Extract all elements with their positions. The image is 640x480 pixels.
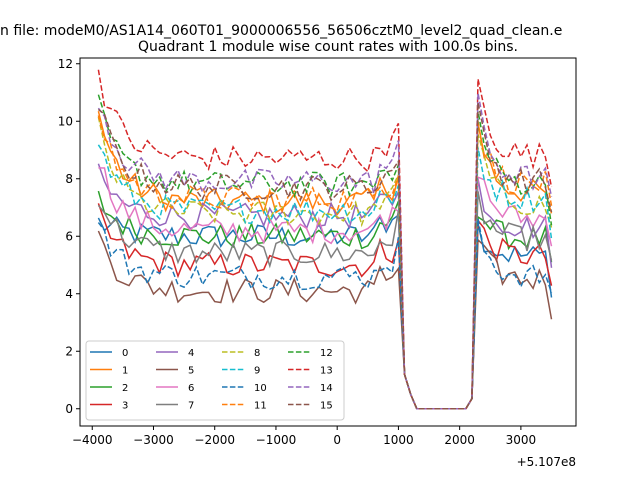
legend-label: 9 bbox=[254, 366, 260, 377]
y-tick-label: 12 bbox=[58, 57, 73, 71]
legend-label: 12 bbox=[320, 348, 333, 359]
legend-item-13: 13 bbox=[288, 366, 333, 377]
x-axis: −4000 −3000 −2000 −1000 0 1000 2000 3000 bbox=[72, 426, 536, 447]
legend-label: 1 bbox=[122, 366, 128, 377]
legend-label: 3 bbox=[122, 401, 128, 412]
x-tick-label: −3000 bbox=[133, 433, 174, 447]
legend-item-6: 6 bbox=[156, 383, 194, 394]
legend-item-2: 2 bbox=[90, 383, 128, 394]
figure-suptitle: n file: modeM0/AS1A14_060T01_9000006556_… bbox=[0, 23, 562, 39]
x-tick-label: −4000 bbox=[72, 433, 113, 447]
y-tick-label: 6 bbox=[65, 229, 73, 243]
y-tick-label: 0 bbox=[65, 402, 73, 416]
x-tick-label: 0 bbox=[333, 433, 341, 447]
y-axis: 0 2 4 6 8 10 12 bbox=[58, 57, 80, 416]
legend-label: 5 bbox=[188, 366, 194, 377]
x-tick-label: 1000 bbox=[383, 433, 414, 447]
legend-item-9: 9 bbox=[222, 366, 260, 377]
x-offset-label: +5.107e8 bbox=[517, 455, 576, 469]
legend-item-11: 11 bbox=[222, 401, 267, 412]
legend-label: 4 bbox=[188, 348, 194, 359]
legend-box bbox=[85, 340, 345, 421]
y-tick-label: 10 bbox=[58, 114, 73, 128]
legend-label: 13 bbox=[320, 366, 333, 377]
legend-label: 0 bbox=[122, 348, 128, 359]
legend-label: 15 bbox=[320, 401, 333, 412]
x-tick-label: 2000 bbox=[444, 433, 475, 447]
chart-title: Quadrant 1 module wise count rates with … bbox=[138, 39, 518, 55]
legend-item-4: 4 bbox=[156, 348, 194, 359]
x-tick-label: 3000 bbox=[506, 433, 537, 447]
legend-item-1: 1 bbox=[90, 366, 128, 377]
y-tick-label: 2 bbox=[65, 344, 73, 358]
y-tick-label: 4 bbox=[65, 287, 73, 301]
plot-area bbox=[97, 69, 553, 410]
series-line-10 bbox=[97, 218, 553, 410]
x-tick-label: −2000 bbox=[194, 433, 235, 447]
legend-label: 2 bbox=[122, 383, 128, 394]
legend-item-8: 8 bbox=[222, 348, 260, 359]
legend-label: 10 bbox=[254, 383, 267, 394]
y-tick-label: 8 bbox=[65, 172, 73, 186]
legend-item-5: 5 bbox=[156, 366, 194, 377]
legend-item-12: 12 bbox=[288, 348, 333, 359]
legend-item-0: 0 bbox=[90, 348, 128, 359]
legend-label: 11 bbox=[254, 401, 267, 412]
legend-item-10: 10 bbox=[222, 383, 267, 394]
legend-label: 6 bbox=[188, 383, 194, 394]
legend-item-14: 14 bbox=[288, 383, 333, 394]
legend-label: 7 bbox=[188, 401, 194, 412]
legend-item-15: 15 bbox=[288, 401, 333, 412]
plot-frame bbox=[79, 57, 577, 427]
series-line-15 bbox=[97, 102, 553, 410]
x-tick-label: −1000 bbox=[256, 433, 297, 447]
legend-label: 8 bbox=[254, 348, 260, 359]
legend-item-7: 7 bbox=[156, 401, 194, 412]
series-line-9 bbox=[97, 144, 553, 410]
legend-item-3: 3 bbox=[90, 401, 128, 412]
legend-label: 14 bbox=[320, 383, 333, 394]
